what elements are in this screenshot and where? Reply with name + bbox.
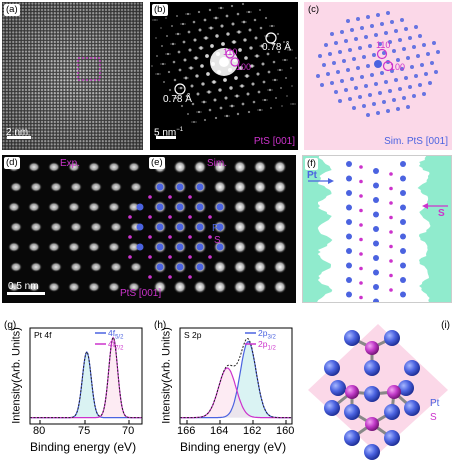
label-pt: Pt [430,398,439,409]
x-axis-label: Binding energy (eV) [30,442,136,453]
label-pt: Pt [212,223,221,234]
footer: PtS [001] [120,288,161,299]
tag-exp: Exp. [60,158,80,169]
panel-b: (b) 110 100 0.78 Å 0.78 Å 5 nm−1 PtS [00… [150,2,298,150]
structure-model [302,320,454,460]
xtick-80: 80 [33,426,45,437]
label-s: S [430,412,437,423]
panel-c: (c) 110 100 Sim. PtS [001] [304,2,452,150]
legend-2: 2p1/2 [258,339,276,355]
x-axis-label: Binding energy (eV) [180,442,286,453]
scale-text: 5 nm−1 [154,125,183,138]
xtick-164: 164 [210,426,228,437]
scale-text: 0.5 nm [8,281,39,292]
footer: Sim. PtS [001] [384,136,448,147]
xtick-75: 75 [78,426,90,437]
y-axis-label: Intensity(Arb. Units) [162,320,173,436]
tag-sim: Sim. [207,158,227,169]
panel-de: (d) Exp. (e) Sim. Pt S 0.5 nm PtS [001] [2,155,296,303]
y-axis-label: Intensity(Arb. Units) [12,320,23,436]
distance-left: 0.78 Å [163,94,192,105]
sim-diffraction [304,2,452,150]
footer: PtS [001] [254,136,295,147]
panel-h: (h) S 2p 2p3/2 2p1/2 166 164 162 160 Bin… [150,320,298,460]
label-pt: Pt [307,170,317,181]
profile-chart [303,156,451,302]
xtick-160: 160 [276,426,294,437]
hkl-110: 110 [223,47,237,58]
label-s: S [214,235,221,246]
panel-label-e: (e) [149,157,165,169]
xtick-162: 162 [243,426,261,437]
panel-f: (f) Pt S [302,155,452,303]
xtick-166: 166 [177,426,195,437]
xtick-70: 70 [122,426,134,437]
haadf-images [2,155,296,303]
panel-label-d: (d) [4,157,20,169]
panel-label: (f) [305,158,318,170]
label-s: S [438,208,445,219]
legend-2: 4f7/2 [108,339,123,355]
panel-label: (b) [152,4,168,16]
panel-label: (c) [306,4,321,16]
core-level: S 2p [184,330,202,341]
core-level: Pt 4f [34,330,51,341]
panel-label: (i) [441,320,450,331]
panel-i: (i) Pt S [302,320,454,460]
hkl-100: 100 [236,62,251,73]
distance-right: 0.78 Å [262,42,291,53]
panel-label: (a) [4,4,20,16]
scale-text: 2 nm [6,127,28,138]
panel-a: (a) 2 nm [2,2,143,150]
hkl-100: 100 [390,62,405,73]
hkl-110: 110 [376,40,390,51]
panel-g: (g) Pt 4f 4f5/2 4f7/2 80 75 70 Binding e… [0,320,148,460]
